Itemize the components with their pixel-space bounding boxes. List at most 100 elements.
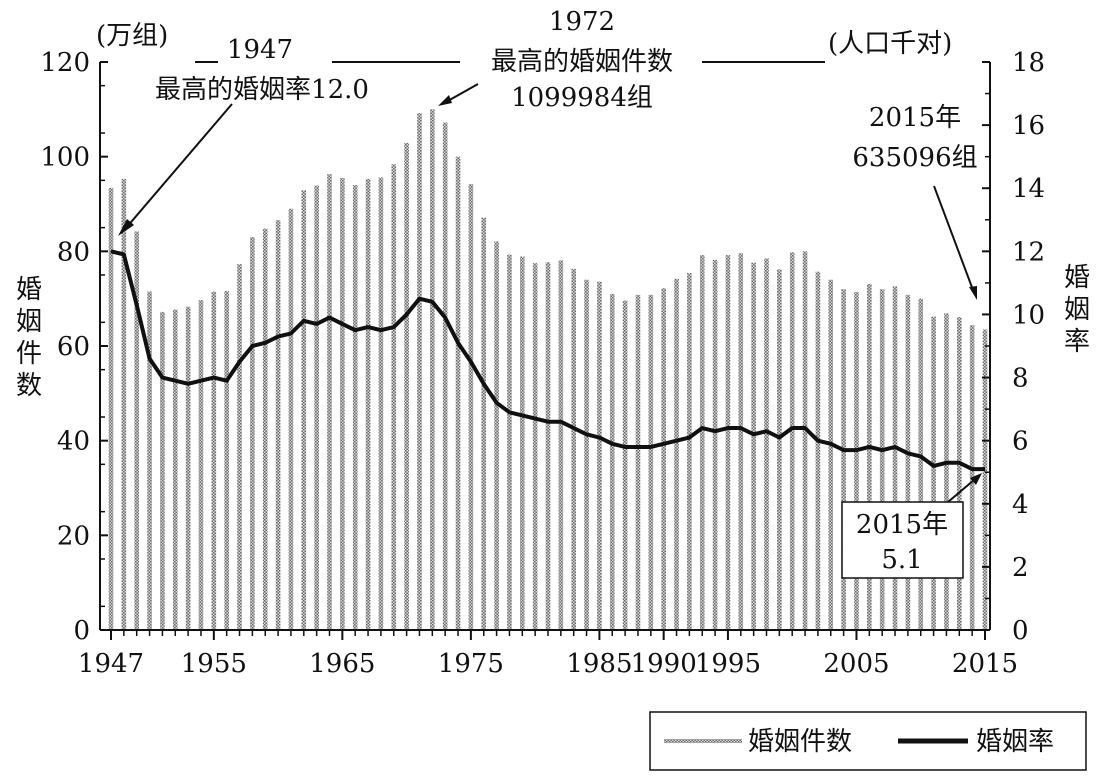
left-tick-label: 100 [40, 143, 90, 173]
peak-rate-arrow [125, 103, 233, 229]
x-tick-label: 2015 [952, 649, 1018, 679]
bar-1968 [378, 177, 384, 631]
bar-1951 [160, 311, 165, 630]
bar-2005 [854, 292, 859, 630]
bar-1999 [777, 269, 782, 630]
bar-1980 [532, 263, 538, 630]
rate-line [110, 249, 985, 472]
latest-count-value: 635096组 [852, 143, 977, 173]
left-axis-title: 婚姻件数 [16, 275, 42, 401]
right-tick-label: 10 [1012, 300, 1045, 330]
bar-1990 [661, 288, 666, 630]
x-tick-label: 1955 [181, 649, 247, 679]
peak-count-arrow [445, 83, 479, 103]
left-tick-label: 120 [40, 48, 90, 78]
legend-line-label: 婚姻率 [976, 727, 1054, 757]
bar-2012 [944, 313, 949, 630]
bar-1949 [134, 231, 140, 630]
bar-1979 [519, 256, 525, 630]
x-tick-label: 1995 [695, 649, 761, 679]
bar-1953 [185, 306, 191, 630]
bar-2010 [918, 298, 924, 630]
bar-1960 [275, 220, 281, 630]
bar-1982 [558, 260, 564, 630]
latest-rate-value: 5.1 [881, 545, 922, 575]
bar-2008 [892, 286, 898, 630]
right-tick-label: 12 [1012, 237, 1045, 267]
latest-count-year: 2015年 [869, 103, 961, 133]
x-tick-label: 1947 [78, 649, 144, 679]
bar-1991 [674, 278, 679, 630]
bar-2002 [815, 271, 821, 630]
right-tick-label: 18 [1012, 48, 1045, 78]
right-ticks: 0 2 4 6 8 10 12 14 16 18 [982, 48, 1045, 646]
bar-2000 [789, 252, 795, 630]
latest-rate-arrowhead [970, 473, 982, 485]
left-unit-label: (万组) [96, 21, 168, 51]
bar-2004 [841, 289, 846, 630]
right-tick-label: 2 [1012, 553, 1029, 583]
left-tick-label: 80 [57, 237, 90, 267]
bar-2003 [828, 279, 834, 630]
latest-count-arrow [933, 185, 974, 291]
bar-1984 [584, 279, 589, 630]
bar-1976 [481, 217, 487, 631]
bar-1986 [609, 293, 615, 630]
legend-bar-label: 婚姻件数 [748, 727, 852, 757]
left-tick-label: 60 [57, 332, 90, 362]
right-unit-label: (人口千对) [828, 29, 952, 59]
bar-1959 [262, 228, 268, 631]
bar-1956 [224, 291, 229, 630]
bar-1957 [237, 264, 242, 630]
bar-1954 [198, 300, 204, 630]
latest-rate-box [841, 501, 964, 579]
bar-1997 [751, 262, 756, 630]
peak-count-arrowhead [438, 95, 452, 106]
bar-1981 [545, 262, 551, 630]
bar-1988 [635, 294, 641, 630]
bar-1983 [571, 268, 577, 630]
peak-rate-text: 最高的婚姻率12.0 [155, 75, 369, 105]
bar-1967 [365, 178, 371, 630]
bar-1962 [301, 190, 307, 630]
left-tick-label: 20 [57, 521, 90, 551]
bar-2006 [867, 283, 872, 630]
right-tick-label: 0 [1012, 616, 1029, 646]
bar-1950 [147, 291, 152, 630]
bar-2009 [905, 294, 911, 630]
bar-1975 [468, 184, 474, 630]
bar-2013 [956, 317, 962, 630]
bar-1996 [738, 253, 744, 631]
peak-count-text: 最高的婚姻件数 [491, 47, 673, 77]
bar-1978 [507, 254, 512, 630]
bar-1963 [314, 185, 319, 631]
bar-1952 [172, 309, 178, 630]
bar-1985 [597, 281, 602, 630]
legend-bar-swatch [664, 739, 742, 743]
left-tick-label: 40 [57, 427, 90, 457]
bar-1972 [430, 109, 435, 630]
bar-1987 [622, 300, 628, 630]
bar-1965 [340, 177, 345, 630]
peak-rate-year: 1947 [227, 35, 293, 65]
bar-1989 [648, 294, 654, 630]
x-tick-label: 1975 [438, 649, 504, 679]
left-tick-label: 0 [73, 616, 90, 646]
bar-1955 [211, 291, 217, 630]
bar-2015 [982, 329, 988, 630]
bar-1998 [764, 258, 769, 630]
bar-1971 [417, 113, 422, 631]
x-tick-label: 1985 [566, 649, 632, 679]
left-ticks: 0 20 40 60 80 100 120 [40, 48, 108, 646]
latest-count-arrowhead [969, 286, 977, 300]
right-tick-label: 16 [1012, 111, 1045, 141]
bar-2007 [879, 289, 885, 630]
bar-1994 [712, 259, 718, 630]
peak-count-year: 1972 [549, 7, 615, 37]
bar-1961 [288, 208, 294, 631]
right-tick-label: 8 [1012, 364, 1029, 394]
bar-1974 [455, 156, 461, 631]
right-axis-title: 婚姻率 [1064, 263, 1090, 357]
